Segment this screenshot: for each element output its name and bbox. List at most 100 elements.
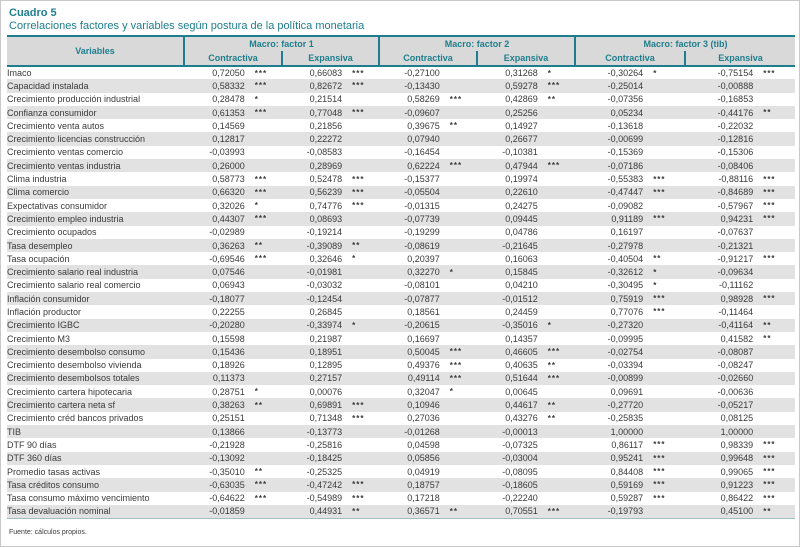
correlation-value: -0,07877 bbox=[404, 293, 440, 304]
correlation-value-cell: 0,25256 bbox=[477, 105, 575, 120]
correlation-value: -0,09634 bbox=[717, 267, 754, 278]
significance-stars: ** bbox=[352, 506, 361, 516]
correlation-value-cell: -0,09607 bbox=[379, 105, 477, 120]
correlation-value: 0,25151 bbox=[212, 413, 245, 424]
variable-name-cell: Crecimiento desembolso vivienda bbox=[7, 360, 142, 371]
table-row: Crecimiento cartera hipotecaria 0,28751 * 0… bbox=[7, 385, 795, 398]
correlation-value: 0,49114 bbox=[407, 373, 440, 384]
correlation-value: -0,07356 bbox=[607, 94, 644, 105]
correlation-value: -0,54989 bbox=[306, 493, 343, 504]
correlation-value: -0,35016 bbox=[502, 320, 538, 331]
significance-stars: ** bbox=[254, 400, 263, 410]
significance-stars: ** bbox=[547, 400, 556, 410]
correlation-value-cell: 0,71348 *** bbox=[282, 412, 379, 425]
table-row: Tasa ocupación -0,69546 *** 0,32646 * 0,20397… bbox=[7, 252, 795, 265]
table-row: Crecimiento ventas industria 0,26000 0,289… bbox=[7, 159, 796, 173]
correlation-value: 0,45100 bbox=[720, 506, 754, 517]
table-row: TIB 0,13866 -0,13773 -0,01268 -0,00013 1,0000… bbox=[7, 425, 796, 439]
correlation-value: 0,82672 bbox=[309, 80, 343, 91]
correlation-value: -0,02660 bbox=[717, 373, 754, 384]
correlation-value-cell: 0,07546 bbox=[184, 265, 282, 279]
significance-stars: *** bbox=[547, 506, 561, 516]
correlation-value-cell: -0,08247 bbox=[685, 359, 795, 372]
correlation-value-cell: 0,26000 bbox=[184, 159, 282, 173]
correlation-value-cell: -0,03993 bbox=[184, 146, 282, 159]
correlation-value-cell: 0,18926 bbox=[184, 359, 282, 372]
correlation-value-cell: -0,07739 bbox=[379, 212, 477, 226]
correlation-value-cell: -0,09634 bbox=[685, 265, 796, 279]
correlation-value: -0,15306 bbox=[717, 147, 754, 158]
correlation-value: -0,01268 bbox=[404, 426, 440, 437]
correlation-value: 0,58773 bbox=[212, 174, 245, 185]
correlation-value-cell: 0,05234 bbox=[575, 105, 685, 120]
correlation-value-cell: -0,18077 bbox=[184, 292, 282, 306]
correlation-value-cell: -0,25835 bbox=[575, 412, 685, 425]
correlation-value-cell: -0,19299 bbox=[379, 226, 477, 239]
variable-name-cell: Inflación productor bbox=[7, 306, 82, 317]
table-row: DTF 90 días -0,21928 -0,25816 0,04598 -0,073… bbox=[7, 438, 795, 451]
correlation-value: 0,20397 bbox=[407, 253, 440, 264]
significance-stars: *** bbox=[449, 161, 463, 171]
correlation-value-cell: 0,27157 bbox=[282, 371, 379, 386]
correlation-value-cell: 0,16197 bbox=[575, 226, 685, 239]
correlation-value-cell: 0,16697 bbox=[379, 332, 477, 345]
correlation-value: 0,15436 bbox=[212, 346, 245, 357]
significance-stars: *** bbox=[763, 68, 776, 78]
correlation-value: 0,31268 bbox=[505, 68, 538, 79]
significance-stars: ** bbox=[653, 254, 662, 264]
correlation-value: -0,07637 bbox=[717, 227, 754, 238]
significance-stars: *** bbox=[763, 480, 776, 490]
correlation-value-cell: 0,22255 bbox=[184, 305, 282, 318]
correlation-value-cell: -0,13092 bbox=[184, 451, 282, 465]
variable-name-cell: Crecimiento IGBC bbox=[7, 318, 184, 332]
correlation-value-cell: -0,15306 bbox=[685, 146, 795, 159]
correlation-value-cell: 0,52478 *** bbox=[282, 172, 379, 185]
correlation-value: 0,16197 bbox=[610, 227, 644, 238]
variable-name-cell: Crecimiento salario real comercio bbox=[7, 280, 141, 291]
variable-name-cell: Crecimiento empleo industria bbox=[7, 212, 184, 226]
correlation-value: 0,40635 bbox=[505, 360, 538, 371]
correlation-value: -0,27320 bbox=[607, 320, 644, 331]
group-header-factor-1: Macro: factor 1 bbox=[183, 36, 379, 51]
correlation-value: -0,03004 bbox=[502, 453, 538, 464]
correlation-value: -0,11162 bbox=[719, 280, 754, 291]
correlation-value: -0,22032 bbox=[717, 120, 754, 131]
significance-stars: *** bbox=[763, 174, 776, 184]
correlation-value-cell: -0,27100 bbox=[379, 66, 477, 79]
correlation-value: -0,13773 bbox=[306, 426, 343, 437]
correlation-value: 0,32026 bbox=[212, 200, 245, 211]
subheader-f3-expansiva: Expansiva bbox=[683, 51, 796, 66]
correlation-value: 0,04210 bbox=[505, 280, 538, 291]
correlation-value-cell: 0,04786 bbox=[477, 226, 575, 239]
correlation-value: -0,00636 bbox=[717, 386, 754, 397]
correlation-value: -0,91217 bbox=[717, 253, 754, 264]
correlation-value-cell: -0,75154 *** bbox=[685, 66, 795, 79]
variable-name-cell: Capacidad instalada bbox=[7, 79, 184, 93]
correlation-value: 0,10946 bbox=[407, 400, 440, 411]
correlation-value: -0,25816 bbox=[306, 439, 343, 450]
correlation-value: 0,05856 bbox=[407, 453, 440, 464]
correlation-value: 0,75919 bbox=[610, 293, 644, 304]
correlation-value: -0,41164 bbox=[718, 320, 754, 331]
correlation-value: 0,50045 bbox=[407, 346, 440, 357]
correlation-value: 0,22272 bbox=[309, 134, 343, 145]
correlation-value-cell: -0,08095 bbox=[477, 465, 575, 478]
correlation-value: -0,00899 bbox=[607, 373, 644, 384]
table-row: Crecimiento licencias construcción 0,1281… bbox=[7, 132, 796, 146]
significance-stars: *** bbox=[763, 254, 776, 264]
correlation-value: 0,42869 bbox=[505, 94, 538, 105]
correlation-value: -0,57967 bbox=[717, 200, 754, 211]
correlation-value-cell: -0,07325 bbox=[477, 438, 575, 451]
correlation-value: -0,02754 bbox=[607, 346, 644, 357]
correlation-value-cell: -0,57967 *** bbox=[685, 199, 795, 212]
correlation-value: 0,99065 bbox=[720, 466, 754, 477]
correlation-value: 0,28751 bbox=[212, 386, 245, 397]
significance-stars: *** bbox=[254, 480, 268, 490]
table-row: Crecimiento M3 0,15598 0,21987 0,16697 0,143… bbox=[7, 332, 795, 345]
significance-stars: *** bbox=[449, 94, 463, 104]
table-row: Capacidad instalada 0,58332 *** 0,82672 *** -… bbox=[7, 79, 796, 93]
significance-stars: *** bbox=[763, 493, 776, 503]
correlation-value: -0,10381 bbox=[502, 147, 538, 158]
correlation-value-cell: -0,03394 bbox=[575, 359, 685, 372]
correlation-value: -0,27100 bbox=[404, 68, 440, 79]
